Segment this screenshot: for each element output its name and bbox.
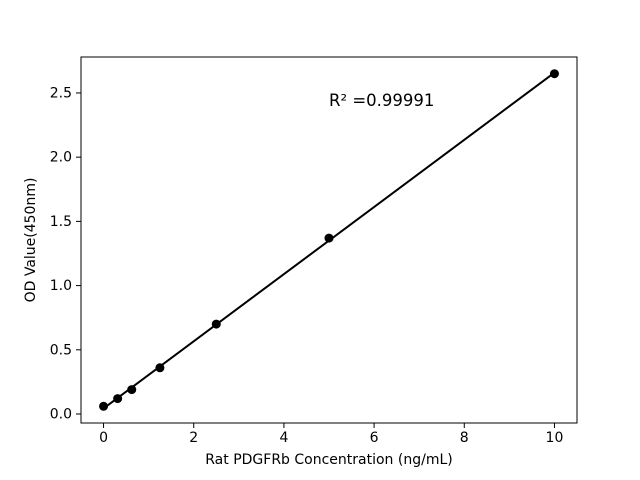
data-point (99, 401, 109, 411)
y-tick-label: 1.5 (50, 214, 72, 230)
data-point (127, 385, 137, 395)
data-point (113, 394, 123, 404)
r-squared-annotation: R² =0.99991 (329, 91, 434, 110)
y-tick-label: 0.0 (50, 407, 72, 423)
y-tick-label: 1.0 (50, 278, 72, 294)
x-tick-label: 2 (189, 430, 198, 446)
y-tick-label: 0.5 (50, 342, 72, 358)
y-tick-label: 2.0 (50, 150, 72, 166)
y-tick-label: 2.5 (50, 85, 72, 101)
x-tick-label: 8 (460, 430, 469, 446)
data-point (324, 233, 334, 243)
x-tick-label: 6 (370, 430, 379, 446)
data-point (211, 319, 221, 329)
data-point (549, 69, 559, 79)
x-axis-label: Rat PDGFRb Concentration (ng/mL) (205, 452, 452, 468)
x-tick-label: 10 (546, 430, 564, 446)
data-point (155, 363, 165, 373)
plot-border (80, 56, 578, 424)
x-tick-label: 4 (279, 430, 288, 446)
x-tick-label: 0 (99, 430, 108, 446)
y-axis-label: OD Value(450nm) (23, 178, 39, 303)
